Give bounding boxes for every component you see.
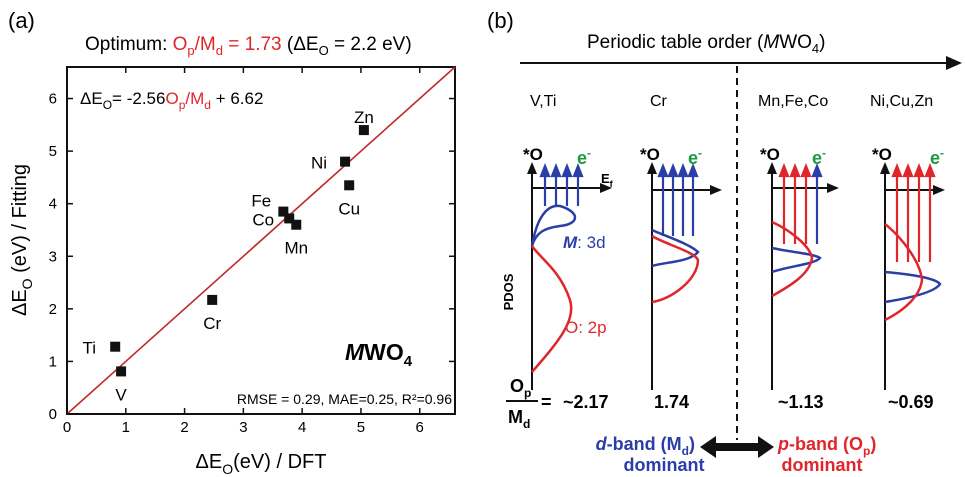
- fermi-level-label: Ef: [601, 171, 614, 189]
- group-label-vti: V,Ti: [530, 93, 556, 110]
- y-axis-label: ΔEO (eV) / Fitting: [9, 164, 35, 316]
- fit-stats: RMSE = 0.29, MAE=0.25, R²=0.96: [237, 391, 452, 407]
- data-point-v: [116, 366, 127, 377]
- x-tick-label: 5: [357, 419, 365, 436]
- ratio-value-cr: 1.74: [654, 392, 689, 412]
- fit-line: [66, 66, 456, 415]
- ratio-value-nicuzn: ~0.69: [888, 392, 934, 412]
- fit-equation: ΔEO= -2.56Op/Md + 6.62: [80, 89, 263, 112]
- group-label-mnfeco: Mn,Fe,Co: [758, 93, 828, 110]
- x-axis-label: ΔEO(eV) / DFT: [196, 451, 327, 477]
- point-label-cr: Cr: [203, 314, 221, 333]
- electron-label: e-: [577, 146, 591, 168]
- compound-label: MWO4: [345, 339, 413, 370]
- y-tick-label: 2: [49, 301, 57, 318]
- o-star-label: *O: [523, 145, 543, 164]
- data-point-zn: [358, 125, 369, 136]
- point-label-ti: Ti: [82, 339, 96, 358]
- pdos-axis-label: PDOS: [501, 273, 516, 310]
- data-point-cr: [207, 294, 218, 305]
- x-tick-label: 2: [180, 419, 188, 436]
- pdos-diagram-nicuzn: *O e-: [872, 145, 945, 390]
- o-2p-label: O: 2p: [565, 318, 607, 337]
- svg-text:=: =: [541, 392, 552, 412]
- periodic-order-arrowhead: [946, 56, 962, 70]
- point-label-cu: Cu: [338, 199, 360, 218]
- svg-text:Op: Op: [510, 376, 531, 400]
- o-star-label: *O: [640, 145, 660, 164]
- panel-a-label: (a): [8, 8, 35, 33]
- pdos-diagram-mnfeco: *O e-: [760, 145, 839, 390]
- p-band-dominant: dominant: [782, 455, 863, 475]
- ratio-value-mnfeco: ~1.13: [778, 392, 824, 412]
- data-point-ti: [110, 341, 121, 352]
- o-star-label: *O: [760, 145, 780, 164]
- point-label-ni: Ni: [311, 154, 327, 173]
- point-label-fe: Fe: [251, 192, 271, 211]
- x-tick-label: 0: [63, 419, 71, 436]
- o-star-label: *O: [872, 145, 892, 164]
- ratio-value-vti: ~2.17: [563, 392, 609, 412]
- y-tick-label: 6: [49, 91, 57, 108]
- m-3d-label: M: 3d: [563, 233, 606, 252]
- point-label-mn: Mn: [284, 239, 308, 258]
- point-label-co: Co: [252, 210, 274, 229]
- point-label-v: V: [115, 385, 127, 404]
- y-tick-label: 5: [49, 143, 57, 160]
- y-tick-label: 3: [49, 248, 57, 265]
- data-point-mn: [291, 219, 302, 230]
- electron-label: e-: [688, 146, 702, 168]
- y-tick-label: 0: [49, 406, 57, 423]
- x-tick-label: 4: [298, 419, 306, 436]
- x-tick-label: 6: [416, 419, 424, 436]
- optimum-header: Optimum: Op/Md = 1.73 (ΔEO = 2.2 eV): [85, 34, 412, 58]
- pdos-diagram-vti: *O e- Ef PDOS M: 3d O: 2p: [501, 145, 614, 390]
- data-point-ni: [340, 156, 351, 167]
- d-band-dominant: dominant: [624, 455, 705, 475]
- data-point-cu: [344, 180, 355, 191]
- pdos-diagram-cr: *O e-: [640, 145, 722, 390]
- x-tick-label: 1: [122, 419, 130, 436]
- double-arrow: [700, 436, 774, 458]
- data-point-fe: [278, 206, 289, 217]
- group-label-nicuzn: Ni,Cu,Zn: [870, 93, 933, 110]
- p-band-label: p-band (Op): [777, 434, 876, 458]
- electron-label: e-: [812, 146, 826, 168]
- svg-text:Md: Md: [508, 407, 530, 431]
- plot-frame: [66, 66, 456, 415]
- data-point-co: [284, 213, 295, 224]
- y-tick-label: 4: [49, 196, 57, 213]
- panel-b-label: (b): [487, 8, 514, 33]
- y-tick-label: 1: [49, 353, 57, 370]
- group-label-cr: Cr: [650, 93, 668, 110]
- electron-label: e-: [930, 146, 944, 168]
- point-label-zn: Zn: [354, 108, 374, 127]
- periodic-order-title: Periodic table order (MWO4): [587, 32, 825, 56]
- x-tick-label: 3: [239, 419, 247, 436]
- d-band-label: d-band (Md): [596, 434, 695, 458]
- ratio-fraction: Op Md =: [506, 376, 552, 431]
